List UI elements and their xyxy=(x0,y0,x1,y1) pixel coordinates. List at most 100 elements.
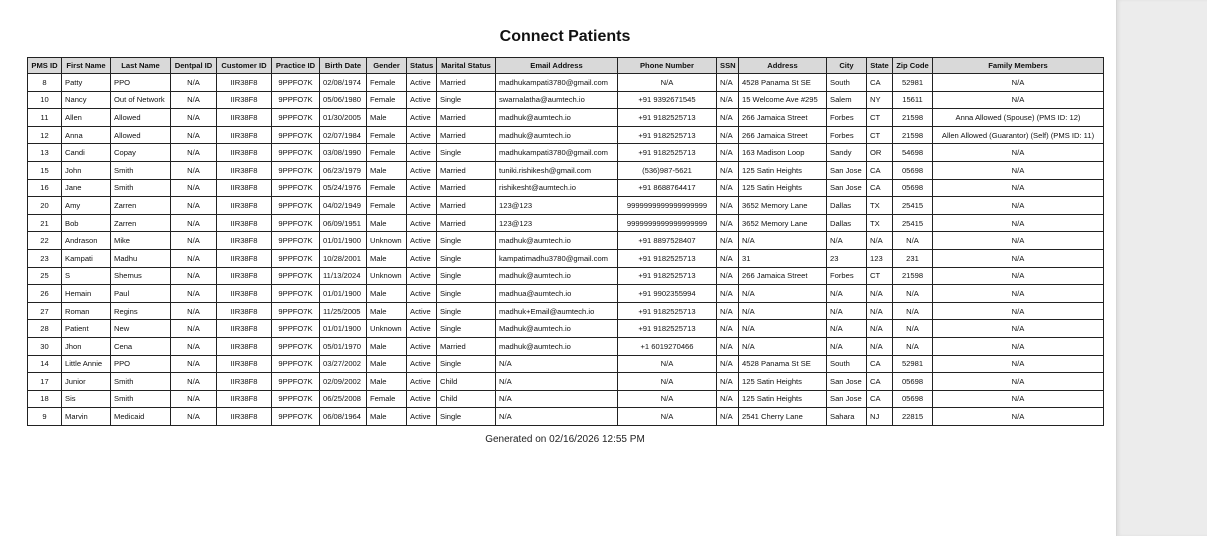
cell: 17 xyxy=(27,372,62,391)
cell: CT xyxy=(866,125,893,145)
cell: 9PPFO7K xyxy=(271,143,320,162)
cell: 52981 xyxy=(892,354,933,374)
cell: N/A xyxy=(932,372,1104,391)
cell: Active xyxy=(406,213,437,233)
cell: swarnalatha@aumtech.io xyxy=(495,90,618,110)
cell: IIR38F8 xyxy=(216,389,272,409)
cell: 13 xyxy=(27,143,62,162)
cell: madhuk@aumtech.io xyxy=(495,336,618,356)
cell: Medicaid xyxy=(110,407,171,426)
patient-row: 30 Jhon Cena N/A IIR38F8 9PPFO7K 05/01/1970 Mal… xyxy=(27,336,1104,356)
cell: N/A xyxy=(932,73,1104,92)
cell: N/A xyxy=(170,231,217,250)
cell: N/A xyxy=(932,319,1104,338)
cell: N/A xyxy=(716,284,739,303)
cell: 3652 Memory Lane xyxy=(738,196,827,215)
column-header: SSN xyxy=(716,57,739,74)
cell: 02/07/1984 xyxy=(319,125,367,145)
cell: Active xyxy=(406,143,437,162)
cell: N/A xyxy=(738,231,827,250)
cell: N/A xyxy=(170,284,217,303)
cell: 266 Jamaica Street xyxy=(738,266,827,286)
cell: +91 9182525713 xyxy=(617,248,717,268)
cell: Jane xyxy=(61,178,111,198)
cell: 23 xyxy=(27,248,62,268)
cell: 54698 xyxy=(892,143,933,162)
cell: 9PPFO7K xyxy=(271,389,320,409)
cell: 11/25/2005 xyxy=(319,301,367,321)
cell: Amy xyxy=(61,196,111,215)
cell: N/A xyxy=(738,301,827,321)
cell: 9PPFO7K xyxy=(271,231,320,250)
cell: N/A xyxy=(617,73,717,92)
cell: N/A xyxy=(716,319,739,338)
cell: N/A xyxy=(932,231,1104,250)
cell: Smith xyxy=(110,389,171,409)
cell: CA xyxy=(866,178,893,198)
cell: 03/27/2002 xyxy=(319,354,367,374)
cell: N/A xyxy=(826,301,867,321)
cell: madhukampati3780@gmail.com xyxy=(495,73,618,92)
cell: 05698 xyxy=(892,389,933,409)
cell: +91 9182525713 xyxy=(617,108,717,127)
cell: 20 xyxy=(27,196,62,215)
cell: +91 9182525713 xyxy=(617,125,717,145)
cell: N/A xyxy=(617,407,717,426)
cell: madhua@aumtech.io xyxy=(495,284,618,303)
cell: 05698 xyxy=(892,178,933,198)
cell: 9PPFO7K xyxy=(271,125,320,145)
cell: Active xyxy=(406,178,437,198)
cell: N/A xyxy=(170,90,217,110)
cell: N/A xyxy=(495,407,618,426)
cell: Male xyxy=(366,407,407,426)
cell: 01/01/1900 xyxy=(319,284,367,303)
cell: NJ xyxy=(866,407,893,426)
cell: Anna xyxy=(61,125,111,145)
cell: N/A xyxy=(170,266,217,286)
cell: Smith xyxy=(110,178,171,198)
cell: South xyxy=(826,354,867,374)
cell: 9PPFO7K xyxy=(271,301,320,321)
cell: 21 xyxy=(27,213,62,233)
cell: Single xyxy=(436,354,496,374)
cell: N/A xyxy=(826,336,867,356)
cell: Sandy xyxy=(826,143,867,162)
patient-row: 27 Roman Regins N/A IIR38F8 9PPFO7K 11/25/2005… xyxy=(27,301,1104,321)
cell: Regins xyxy=(110,301,171,321)
cell: 16 xyxy=(27,178,62,198)
cell: Married xyxy=(436,336,496,356)
cell: 9PPFO7K xyxy=(271,178,320,198)
cell: N/A xyxy=(716,266,739,286)
cell: Active xyxy=(406,354,437,374)
cell: 3652 Memory Lane xyxy=(738,213,827,233)
cell: Smith xyxy=(110,372,171,391)
cell: Marvin xyxy=(61,407,111,426)
cell: N/A xyxy=(932,178,1104,198)
patient-row: 12 Anna Allowed N/A IIR38F8 9PPFO7K 02/07/1984… xyxy=(27,125,1104,145)
cell: 125 Satin Heights xyxy=(738,389,827,409)
cell: 14 xyxy=(27,354,62,374)
cell: Married xyxy=(436,125,496,145)
cell: 01/01/1900 xyxy=(319,319,367,338)
cell: N/A xyxy=(617,372,717,391)
patient-row: 25 S Shemus N/A IIR38F8 9PPFO7K 11/13/2024 Unkn… xyxy=(27,266,1104,286)
cell: Single xyxy=(436,248,496,268)
cell: N/A xyxy=(932,284,1104,303)
cell: Allen xyxy=(61,108,111,127)
cell: 05/24/1976 xyxy=(319,178,367,198)
cell: N/A xyxy=(170,407,217,426)
cell: Patty xyxy=(61,73,111,92)
cell: +91 9392671545 xyxy=(617,90,717,110)
cell: IIR38F8 xyxy=(216,178,272,198)
cell: N/A xyxy=(932,248,1104,268)
cell: N/A xyxy=(716,354,739,374)
cell: 9PPFO7K xyxy=(271,284,320,303)
cell: N/A xyxy=(716,108,739,127)
cell: CT xyxy=(866,266,893,286)
patient-row: 14 Little Annie PPO N/A IIR38F8 9PPFO7K 03/27/… xyxy=(27,354,1104,374)
cell: madhuk@aumtech.io xyxy=(495,108,618,127)
cell: N/A xyxy=(932,143,1104,162)
cell: 266 Jamaica Street xyxy=(738,125,827,145)
cell: 8 xyxy=(27,73,62,92)
cell: N/A xyxy=(617,354,717,374)
